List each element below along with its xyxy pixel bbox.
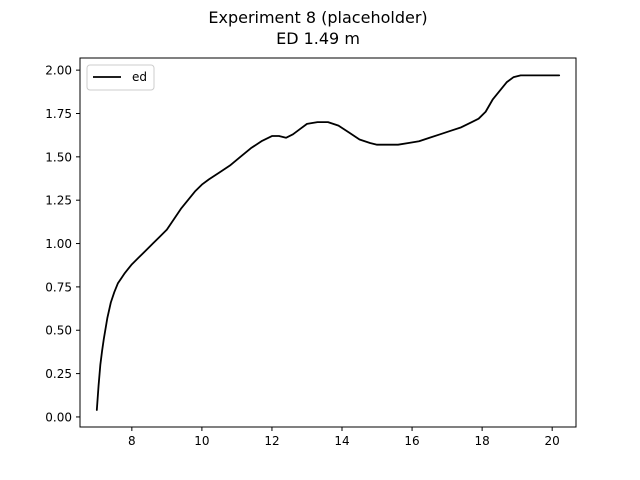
x-tick-label: 16 (404, 434, 419, 448)
x-tick-label: 14 (334, 434, 349, 448)
x-tick-label: 20 (545, 434, 560, 448)
y-axis-ticks: 0.00 0.25 0.50 0.75 1.00 1.25 1.50 1.75 2.00 (45, 64, 80, 424)
legend-label-ed: ed (132, 70, 147, 84)
y-tick-label: 2.00 (45, 64, 72, 78)
legend: ed (86, 64, 155, 91)
y-tick-label: 1.25 (45, 194, 72, 208)
x-tick-label: 18 (474, 434, 489, 448)
y-tick-label: 0.00 (45, 410, 72, 424)
chart-title: Experiment 8 (placeholder) (208, 8, 427, 27)
y-tick-label: 1.00 (45, 237, 72, 251)
x-tick-label: 12 (264, 434, 279, 448)
y-tick-label: 0.25 (45, 367, 72, 381)
y-tick-label: 1.75 (45, 107, 72, 121)
x-axis-ticks: 8 10 12 14 16 18 20 (128, 427, 560, 448)
plot-frame (79, 57, 577, 428)
x-tick-label: 10 (194, 434, 209, 448)
y-tick-label: 0.75 (45, 280, 72, 294)
x-tick-label: 8 (128, 434, 136, 448)
plot-area (80, 58, 576, 427)
y-tick-label: 0.50 (45, 324, 72, 338)
chart-subtitle: ED 1.49 m (276, 29, 360, 48)
y-tick-label: 1.50 (45, 150, 72, 164)
series-ed-line (95, 74, 561, 411)
